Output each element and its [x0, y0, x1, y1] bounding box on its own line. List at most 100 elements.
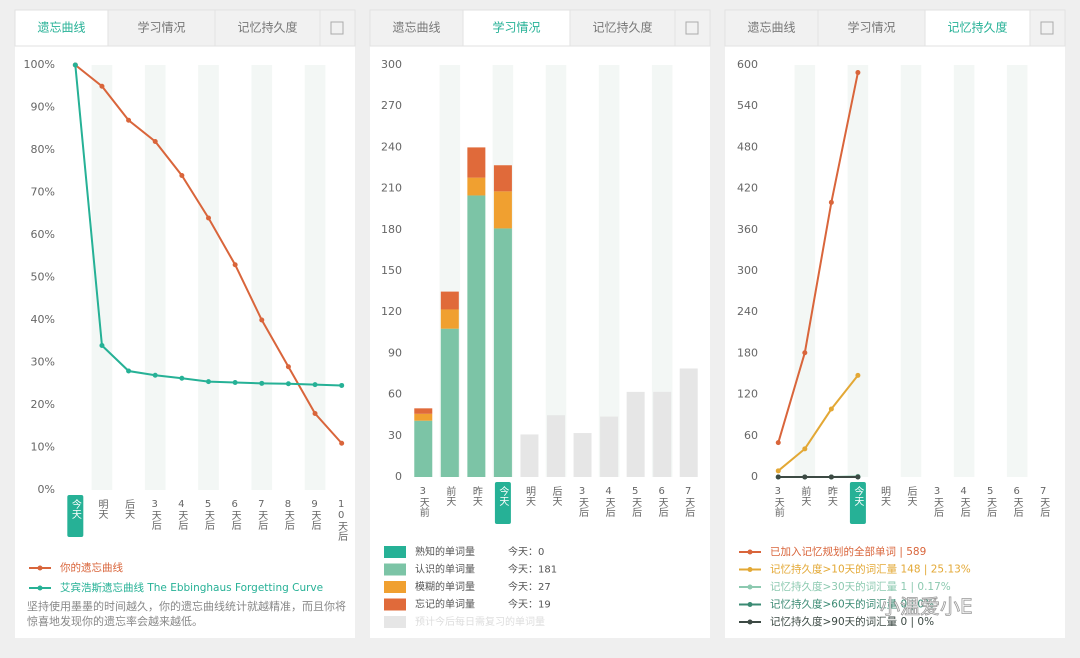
x-tick-label: 昨天 — [825, 486, 837, 507]
y-tick-label: 300 — [737, 264, 758, 277]
point — [152, 139, 158, 144]
y-tick-label: 0 — [395, 470, 402, 483]
tab[interactable] — [319, 9, 356, 47]
tab[interactable] — [1029, 9, 1066, 47]
x-tick-label: 7天后 — [683, 486, 695, 518]
tab-label[interactable]: 遗忘曲线 — [392, 20, 440, 35]
legend-dot — [747, 602, 753, 607]
tab[interactable] — [569, 9, 676, 47]
y-tick-label: 240 — [381, 140, 402, 153]
tab[interactable] — [674, 9, 711, 47]
point — [802, 446, 808, 452]
point — [855, 372, 861, 378]
bar-segment — [414, 413, 433, 421]
x-tick-label: 5天后 — [630, 486, 642, 518]
legend-label: 你的遗忘曲线 — [60, 561, 123, 574]
x-tick-label: 今天 — [497, 485, 509, 507]
tab[interactable] — [14, 9, 109, 47]
tab-label[interactable]: 学习情况 — [847, 20, 895, 35]
x-tick-label: 5天后 — [985, 486, 997, 518]
y-tick-label: 120 — [381, 305, 402, 318]
tab-label[interactable]: 遗忘曲线 — [37, 20, 85, 35]
today-highlight — [849, 482, 866, 524]
bar-segment — [414, 408, 433, 414]
tab-label[interactable]: 学习情况 — [492, 20, 540, 35]
x-tick-label: 6天后 — [229, 499, 241, 531]
y-tick-label: 270 — [381, 99, 402, 112]
legend-label: 记忆持久度>60天的词汇量 0 | 0% — [770, 598, 934, 611]
tab[interactable] — [462, 9, 571, 47]
share-icon[interactable] — [685, 21, 699, 35]
point — [285, 381, 291, 387]
x-tick-label: 后天 — [123, 499, 135, 520]
legend-label: 认识的单词量 — [415, 563, 475, 576]
y-tick-label: 0% — [38, 483, 55, 496]
x-tick-label: 明天 — [523, 486, 535, 507]
legend-dot — [37, 585, 43, 591]
stripe — [953, 65, 975, 477]
x-tick-label: 3天后 — [577, 486, 589, 518]
legend-today: 今天：0 — [508, 545, 544, 558]
point — [312, 411, 318, 416]
legend-dot — [747, 567, 753, 572]
stripe — [198, 65, 219, 490]
point — [259, 380, 265, 386]
point — [855, 474, 861, 480]
legend-label: 已加入记忆规划的全部单词 | 589 — [770, 545, 926, 558]
x-tick-label: 后天 — [905, 486, 917, 507]
legend-swatch — [384, 563, 406, 576]
tab-label[interactable]: 记忆持久度 — [592, 20, 652, 35]
point — [126, 117, 132, 123]
y-tick-label: 50% — [31, 271, 55, 284]
stripe — [847, 65, 869, 477]
bar-segment — [467, 177, 486, 196]
point — [802, 474, 808, 480]
bar-segment — [440, 328, 459, 477]
point — [259, 317, 265, 323]
note: 坚持使用墨墨的时间越久，你的遗忘曲线统计就越精准，而且你将惊喜地发现你的遗忘率会… — [27, 600, 346, 628]
bar-segment — [493, 165, 512, 192]
bar-segment — [467, 195, 486, 477]
x-tick-label: 4天后 — [958, 486, 970, 518]
line — [777, 72, 859, 443]
bar-segment — [520, 434, 539, 477]
bar-segment — [600, 416, 619, 477]
bar-segment — [440, 291, 459, 310]
point — [828, 199, 834, 205]
stripe — [900, 65, 922, 477]
tab-label[interactable]: 学习情况 — [137, 20, 185, 35]
x-tick-label: 今天 — [69, 498, 81, 520]
tab[interactable] — [369, 9, 464, 47]
point — [828, 406, 834, 412]
y-tick-label: 40% — [31, 313, 55, 326]
tab-label[interactable]: 遗忘曲线 — [747, 20, 795, 35]
tab[interactable] — [107, 9, 216, 47]
watermark: 小温爱小E — [880, 595, 973, 619]
panel — [15, 46, 355, 638]
y-tick-label: 180 — [381, 223, 402, 236]
y-tick-label: 540 — [737, 99, 758, 112]
share-icon[interactable] — [330, 21, 344, 35]
stripe — [794, 65, 816, 477]
x-tick-label: 后天 — [550, 486, 562, 507]
bar-segment — [440, 309, 459, 329]
share-icon[interactable] — [1040, 21, 1054, 35]
legend-dot — [747, 549, 753, 555]
tab[interactable] — [214, 9, 321, 47]
y-tick-label: 150 — [381, 264, 402, 277]
tab[interactable] — [817, 9, 926, 47]
legend-dot — [747, 619, 753, 625]
tab[interactable] — [724, 9, 819, 47]
tab-label[interactable]: 记忆持久度 — [947, 20, 1007, 35]
point — [775, 468, 781, 474]
tab-label[interactable]: 记忆持久度 — [237, 20, 297, 35]
legend-swatch — [384, 581, 406, 593]
y-tick-label: 60 — [388, 388, 402, 401]
y-tick-label: 240 — [737, 305, 758, 318]
legend-label: 记忆持久度>10天的词汇量 148 | 25.13% — [770, 563, 971, 576]
today-highlight — [494, 482, 511, 524]
bar-segment — [547, 415, 565, 477]
bar-segment — [467, 147, 486, 178]
point — [232, 379, 238, 385]
